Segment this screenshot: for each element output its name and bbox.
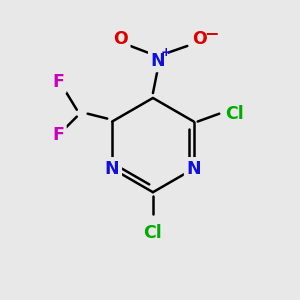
Text: Cl: Cl xyxy=(144,224,162,242)
Text: Cl: Cl xyxy=(225,105,244,123)
Text: O: O xyxy=(113,30,128,48)
Text: F: F xyxy=(52,126,64,144)
Text: O: O xyxy=(192,30,206,48)
Text: −: − xyxy=(205,24,219,42)
Text: +: + xyxy=(160,46,171,59)
Text: N: N xyxy=(151,52,165,70)
Text: F: F xyxy=(52,73,64,91)
Text: N: N xyxy=(186,160,201,178)
Text: N: N xyxy=(105,160,119,178)
